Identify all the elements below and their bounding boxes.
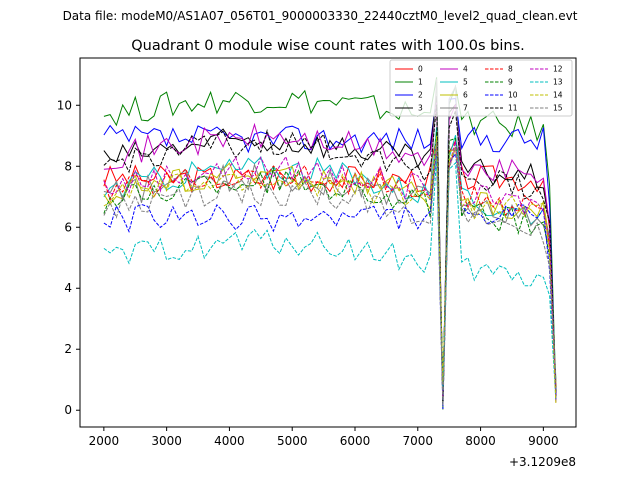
- y-tick-label: 0: [64, 403, 72, 417]
- x-tick-label: 8000: [465, 434, 496, 448]
- series-line-11: [103, 104, 557, 403]
- x-tick-label: 3000: [151, 434, 182, 448]
- figure-suptitle: Data file: modeM0/AS1A07_056T01_90000033…: [63, 9, 578, 23]
- y-tick-label: 6: [64, 220, 72, 234]
- series-line-13: [103, 157, 557, 401]
- series-line-12: [103, 141, 557, 399]
- series-lines: [103, 77, 557, 410]
- y-tick-label: 4: [64, 281, 72, 295]
- series-line-2: [103, 95, 557, 404]
- legend-label-5: 5: [463, 78, 468, 87]
- legend-label-7: 7: [463, 104, 468, 113]
- legend-label-6: 6: [463, 91, 468, 100]
- series-line-4: [103, 102, 557, 403]
- series-line-8: [103, 146, 557, 394]
- x-tick-label: 2000: [89, 434, 120, 448]
- legend-label-12: 12: [553, 65, 563, 74]
- y-tick-label: 2: [64, 342, 72, 356]
- series-line-3: [103, 96, 557, 400]
- legend-label-13: 13: [553, 78, 563, 87]
- x-tick-label: 9000: [528, 434, 559, 448]
- legend-box: [389, 59, 573, 117]
- series-line-15: [103, 142, 557, 406]
- series-line-1: [103, 77, 557, 410]
- legend-label-0: 0: [418, 65, 423, 74]
- x-tick-label: 7000: [403, 434, 434, 448]
- axes-frame: [79, 57, 577, 428]
- legend-label-1: 1: [418, 78, 423, 87]
- series-line-10: [103, 152, 557, 410]
- chart-title: Quadrant 0 module wise count rates with …: [131, 38, 525, 54]
- series-line-14: [103, 136, 557, 404]
- y-tick-label: 10: [57, 98, 72, 112]
- legend-label-3: 3: [418, 104, 423, 113]
- x-tick-label: 5000: [277, 434, 308, 448]
- x-tick-label: 4000: [214, 434, 245, 448]
- legend-label-15: 15: [553, 104, 563, 113]
- plot-area: 2000 3000 4000 5000 6000 7000 8000 9000 0246810…: [57, 57, 577, 469]
- legend-label-10: 10: [508, 91, 518, 100]
- y-axis-ticks: 0 2 4 6 8 10: [57, 98, 80, 417]
- series-line-9: [103, 131, 557, 391]
- legend-label-9: 9: [508, 78, 513, 87]
- series-line-7: [103, 79, 557, 401]
- series-line-6: [103, 145, 557, 407]
- y-tick-label: 8: [64, 159, 72, 173]
- legend-label-11: 11: [508, 104, 518, 113]
- legend-label-8: 8: [508, 65, 513, 74]
- legend-label-14: 14: [553, 91, 563, 100]
- x-axis-offset-label: +3.1209e8: [509, 455, 576, 469]
- legend-label-4: 4: [463, 65, 468, 74]
- x-tick-label: 6000: [340, 434, 371, 448]
- legend-label-2: 2: [418, 91, 423, 100]
- x-axis-ticks: 2000 3000 4000 5000 6000 7000 8000 9000: [89, 427, 559, 448]
